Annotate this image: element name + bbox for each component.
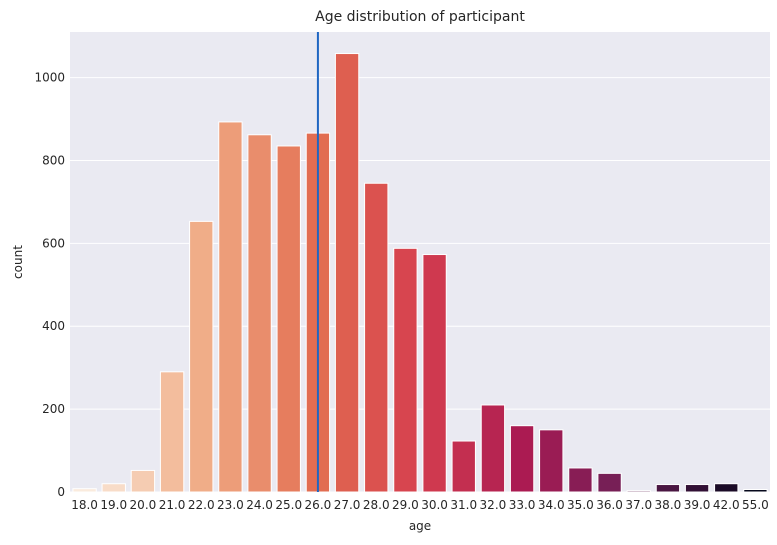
x-tick-label: 27.0 — [334, 498, 361, 512]
chart-title: Age distribution of participant — [315, 9, 525, 25]
bar-35.0 — [568, 467, 593, 493]
bar-20.0 — [130, 469, 156, 493]
x-tick-label: 42.0 — [713, 498, 740, 512]
x-tick-label: 38.0 — [655, 498, 682, 512]
bar-37.0 — [626, 490, 651, 493]
x-tick-label: 39.0 — [684, 498, 711, 512]
x-axis-label: age — [409, 519, 431, 533]
bar-23.0 — [218, 121, 243, 493]
bar-33.0 — [509, 425, 535, 493]
bar-18.0 — [72, 488, 97, 493]
y-tick-label: 400 — [42, 319, 65, 333]
bar-36.0 — [597, 472, 622, 493]
bar-32.0 — [480, 404, 506, 493]
x-tick-label: 32.0 — [480, 498, 507, 512]
bar-30.0 — [422, 254, 447, 493]
x-tick-labels: 18.0 19.0 20.0 21.0 22.0 23.0 24.0 25.0 26.0 27.0… — [71, 498, 769, 512]
y-tick-label: 200 — [42, 402, 65, 416]
bar-27.0 — [334, 53, 360, 493]
bar-34.0 — [539, 429, 564, 493]
x-tick-label: 23.0 — [217, 498, 244, 512]
bar-31.0 — [451, 440, 476, 493]
y-tick-label: 0 — [57, 485, 65, 499]
bar-38.0 — [655, 484, 681, 493]
bar-29.0 — [393, 247, 418, 493]
x-tick-label: 36.0 — [596, 498, 623, 512]
bar-28.0 — [364, 182, 389, 493]
bar-22.0 — [189, 220, 214, 493]
bar-39.0 — [684, 484, 710, 493]
bar-24.0 — [247, 134, 272, 493]
x-tick-label: 24.0 — [246, 498, 273, 512]
x-tick-label: 22.0 — [188, 498, 215, 512]
y-tick-label: 800 — [42, 153, 65, 167]
x-tick-label: 21.0 — [159, 498, 186, 512]
x-tick-label: 30.0 — [421, 498, 448, 512]
bar-21.0 — [159, 371, 185, 493]
x-tick-label: 34.0 — [538, 498, 565, 512]
bar-42.0 — [714, 483, 739, 493]
grid-lines — [70, 77, 770, 493]
bar-19.0 — [101, 483, 126, 493]
y-tick-label: 600 — [42, 236, 65, 250]
bar-25.0 — [276, 145, 301, 493]
x-tick-label: 28.0 — [363, 498, 390, 512]
x-tick-label: 18.0 — [71, 498, 98, 512]
x-tick-label: 37.0 — [625, 498, 652, 512]
y-axis-label: count — [11, 245, 25, 279]
y-tick-label: 1000 — [34, 71, 65, 85]
x-tick-label: 29.0 — [392, 498, 419, 512]
x-tick-label: 26.0 — [305, 498, 332, 512]
x-tick-label: 19.0 — [100, 498, 127, 512]
x-tick-label: 33.0 — [509, 498, 536, 512]
x-tick-label: 31.0 — [450, 498, 477, 512]
plot-area — [70, 32, 770, 492]
x-tick-label: 55.0 — [742, 498, 769, 512]
x-tick-label: 35.0 — [567, 498, 594, 512]
y-tick-labels: 0 200 400 600 800 1000 — [34, 71, 65, 499]
bar-55.0 — [743, 489, 768, 493]
x-tick-label: 25.0 — [275, 498, 302, 512]
x-tick-label: 20.0 — [130, 498, 157, 512]
